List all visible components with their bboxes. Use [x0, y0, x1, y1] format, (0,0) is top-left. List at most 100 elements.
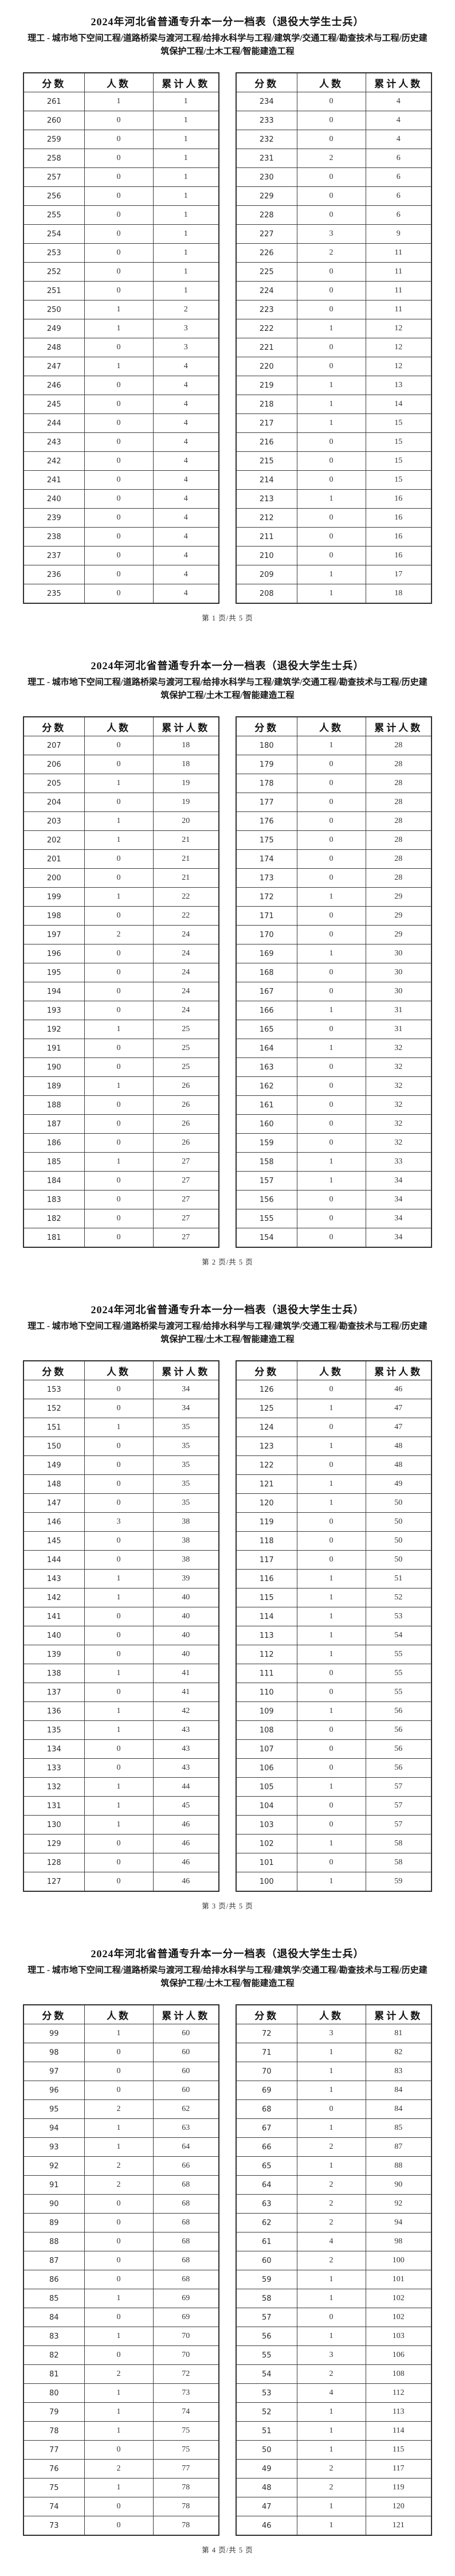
table-row: 112 1 55	[236, 1645, 432, 1664]
score-cell: 67	[236, 2118, 297, 2138]
cumulative-cell: 24	[152, 963, 219, 982]
page-4: 2024年河北省普通专升本一分一档表（退役大学生士兵） 理工 - 城市地下空间工…	[0, 1932, 455, 2576]
score-cell: 173	[236, 868, 297, 888]
score-cell: 165	[236, 1020, 297, 1039]
col-header-score: 分数	[236, 72, 297, 92]
score-cell: 116	[236, 1569, 297, 1588]
cumulative-cell: 1	[152, 262, 219, 282]
score-cell: 130	[23, 1815, 85, 1835]
count-cell: 1	[84, 2327, 154, 2346]
score-cell: 260	[23, 111, 85, 130]
score-cell: 149	[23, 1455, 85, 1475]
count-cell: 1	[296, 1645, 366, 1664]
score-table-left: 分数 人数 累计人数 261 1 1 260 0 1 259 0 1 258 0 1 257 0 1 256 0…	[23, 72, 219, 604]
table-row: 149 0 35	[23, 1455, 219, 1475]
cumulative-cell: 16	[365, 546, 432, 565]
count-cell: 0	[84, 205, 154, 225]
cumulative-cell: 102	[365, 2308, 432, 2327]
score-cell: 147	[23, 1493, 85, 1513]
col-header-cumulative: 累计人数	[365, 72, 432, 92]
score-table-left: 分数 人数 累计人数 153 0 34 152 0 34 151 1 35 150 0 35 149 0 3…	[23, 1360, 219, 1892]
table-row: 99 1 60	[23, 2024, 219, 2043]
score-cell: 146	[23, 1512, 85, 1532]
count-cell: 0	[296, 830, 366, 850]
cumulative-cell: 26	[152, 1095, 219, 1115]
table-row: 199 1 22	[23, 887, 219, 907]
table-row: 73 0 78	[23, 2516, 219, 2536]
table-row: 242 0 4	[23, 451, 219, 471]
count-cell: 0	[84, 2345, 154, 2365]
page-title: 2024年河北省普通专升本一分一档表（退役大学生士兵）	[91, 1304, 364, 1316]
count-cell: 0	[296, 167, 366, 187]
cumulative-cell: 26	[152, 1076, 219, 1096]
table-row: 61 4 98	[236, 2232, 432, 2251]
count-cell: 2	[84, 2175, 154, 2195]
score-table-left: 分数 人数 累计人数 207 0 18 206 0 18 205 1 19 204 0 19 203 1 2…	[23, 716, 219, 1248]
count-cell: 0	[84, 944, 154, 963]
cumulative-cell: 90	[365, 2175, 432, 2195]
cumulative-cell: 11	[365, 262, 432, 282]
table-row: 123 1 48	[236, 1437, 432, 1456]
count-cell: 1	[296, 2289, 366, 2308]
count-cell: 1	[84, 1701, 154, 1721]
table-row: 210 0 16	[236, 546, 432, 565]
table-row: 190 0 25	[23, 1057, 219, 1077]
table-row: 82 0 70	[23, 2345, 219, 2365]
cumulative-cell: 69	[152, 2308, 219, 2327]
count-cell: 0	[84, 2440, 154, 2460]
table-row: 185 1 27	[23, 1152, 219, 1172]
page-title: 2024年河北省普通专升本一分一档表（退役大学生士兵）	[91, 16, 364, 28]
cumulative-cell: 18	[152, 755, 219, 774]
table-row: 212 0 16	[236, 508, 432, 528]
cumulative-cell: 46	[365, 1380, 432, 1399]
count-cell: 1	[296, 1777, 366, 1797]
table-row: 161 0 32	[236, 1095, 432, 1115]
count-cell: 1	[296, 2497, 366, 2516]
cumulative-cell: 28	[365, 793, 432, 812]
cumulative-cell: 6	[365, 149, 432, 168]
count-cell: 1	[296, 1152, 366, 1172]
table-row: 226 2 11	[236, 243, 432, 263]
score-cell: 123	[236, 1437, 297, 1456]
count-cell: 4	[296, 2232, 366, 2251]
table-row: 169 1 30	[236, 944, 432, 963]
cumulative-cell: 4	[152, 546, 219, 565]
table-row: 150 0 35	[23, 1437, 219, 1456]
score-cell: 236	[23, 565, 85, 584]
count-cell: 0	[296, 811, 366, 831]
count-cell: 0	[84, 149, 154, 168]
score-cell: 71	[236, 2043, 297, 2062]
table-row: 258 0 1	[23, 149, 219, 168]
cumulative-cell: 87	[365, 2137, 432, 2157]
table-row: 58 1 102	[236, 2289, 432, 2308]
score-cell: 210	[236, 546, 297, 565]
score-cell: 235	[23, 584, 85, 604]
cumulative-cell: 32	[365, 1095, 432, 1115]
cumulative-cell: 11	[365, 281, 432, 300]
score-cell: 242	[23, 451, 85, 471]
score-cell: 180	[236, 736, 297, 755]
cumulative-cell: 11	[365, 243, 432, 263]
table-row: 84 0 69	[23, 2308, 219, 2327]
count-cell: 0	[84, 489, 154, 509]
cumulative-cell: 22	[152, 887, 219, 907]
cumulative-cell: 100	[365, 2251, 432, 2270]
score-cell: 184	[23, 1171, 85, 1191]
count-cell: 0	[84, 2308, 154, 2327]
score-cell: 99	[23, 2024, 85, 2043]
count-cell: 0	[296, 1228, 366, 1248]
cumulative-cell: 60	[152, 2062, 219, 2081]
col-header-count: 人数	[296, 1360, 366, 1380]
count-cell: 0	[84, 1190, 154, 1209]
cumulative-cell: 52	[365, 1588, 432, 1607]
table-row: 49 2 117	[236, 2459, 432, 2479]
count-cell: 0	[296, 1739, 366, 1759]
count-cell: 0	[296, 546, 366, 565]
cumulative-cell: 25	[152, 1020, 219, 1039]
table-row: 235 0 4	[23, 584, 219, 604]
cumulative-cell: 35	[152, 1474, 219, 1494]
table-row: 238 0 4	[23, 527, 219, 547]
score-cell: 73	[23, 2516, 85, 2536]
score-cell: 105	[236, 1777, 297, 1797]
score-cell: 211	[236, 527, 297, 547]
